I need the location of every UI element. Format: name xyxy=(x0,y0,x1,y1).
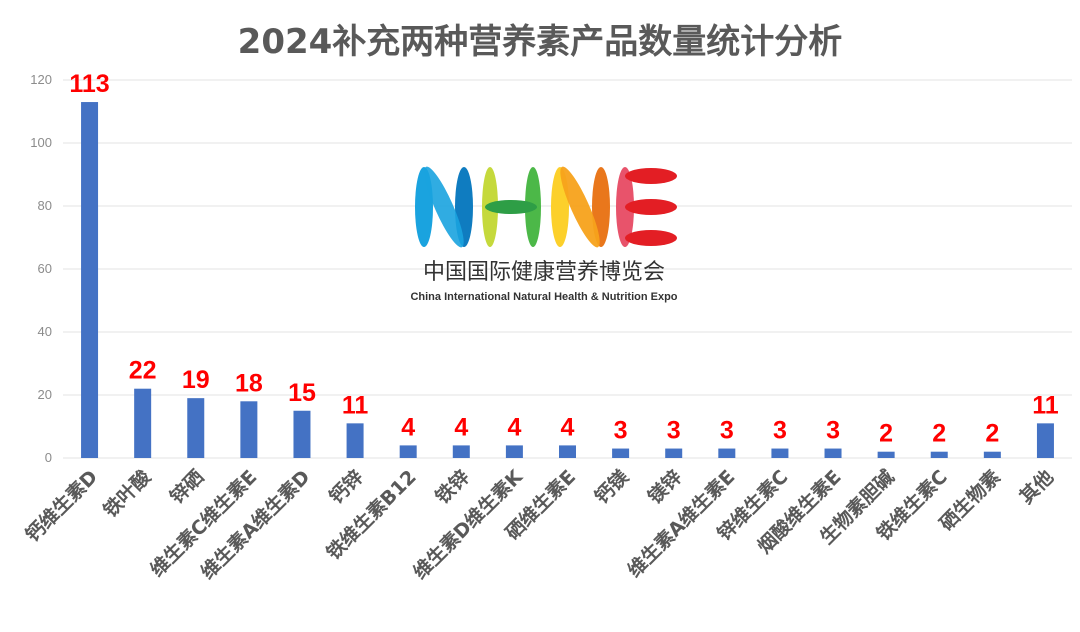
data-label: 22 xyxy=(129,357,157,385)
data-label: 11 xyxy=(342,391,369,419)
data-label: 3 xyxy=(773,417,787,445)
bar xyxy=(505,445,523,458)
bar xyxy=(877,451,895,458)
data-label: 4 xyxy=(454,413,468,441)
chart-title: 2024补充两种营养素产品数量统计分析 xyxy=(237,22,843,62)
y-tick-label: 60 xyxy=(38,261,52,276)
x-tick-label: 钙维生素D xyxy=(21,465,102,546)
bar xyxy=(718,448,736,458)
bar xyxy=(240,401,258,458)
bar xyxy=(665,448,683,458)
bar xyxy=(293,410,311,458)
bar xyxy=(771,448,789,458)
x-tick-label: 铁叶酸 xyxy=(99,465,156,522)
x-tick-label: 锌硒 xyxy=(165,465,208,508)
logo-letter-h xyxy=(482,167,541,247)
data-label: 3 xyxy=(720,417,734,445)
data-label: 2 xyxy=(879,420,893,448)
data-label: 3 xyxy=(826,417,840,445)
data-label: 11 xyxy=(1032,391,1059,419)
data-label: 2 xyxy=(932,420,946,448)
logo-letter-n-1 xyxy=(415,166,473,248)
data-label: 4 xyxy=(561,413,575,441)
logo-letter-n-2 xyxy=(551,166,610,248)
bar xyxy=(1036,423,1054,458)
y-tick-label: 120 xyxy=(30,72,52,87)
bar xyxy=(824,448,842,458)
logo-chinese-name: 中国国际健康营养博览会 xyxy=(423,260,665,285)
logo-english-name: China International Natural Health & Nut… xyxy=(410,291,677,303)
data-label: 113 xyxy=(69,70,109,98)
nhne-logo: 中国国际健康营养博览会 China International Natural … xyxy=(410,166,678,303)
y-tick-label: 20 xyxy=(38,387,52,402)
data-label: 19 xyxy=(182,366,210,394)
y-axis: 0 20 40 60 80 100 120 xyxy=(30,72,52,465)
x-tick-label: 铁锌 xyxy=(431,465,474,508)
data-label: 2 xyxy=(985,420,999,448)
data-label: 4 xyxy=(507,413,521,441)
data-label: 4 xyxy=(401,413,415,441)
grid-lines xyxy=(63,79,1072,459)
bar xyxy=(983,451,1001,458)
bar xyxy=(399,445,417,458)
bar xyxy=(346,423,364,458)
bar xyxy=(452,445,470,458)
bar xyxy=(559,445,576,458)
x-tick-label: 其他 xyxy=(1015,465,1058,508)
data-label: 18 xyxy=(235,369,263,397)
bar xyxy=(187,398,205,458)
bars xyxy=(81,102,1054,459)
y-tick-label: 40 xyxy=(38,324,52,339)
data-label: 3 xyxy=(614,417,628,445)
y-tick-label: 0 xyxy=(45,450,52,465)
data-label: 3 xyxy=(667,417,681,445)
bar xyxy=(930,451,948,458)
logo-letter-e xyxy=(616,167,677,247)
y-tick-label: 80 xyxy=(38,198,52,213)
bar xyxy=(81,102,99,459)
bar xyxy=(134,388,152,458)
y-tick-label: 100 xyxy=(30,135,52,150)
x-tick-label: 镁锌 xyxy=(643,465,686,508)
x-tick-label: 钙镁 xyxy=(590,465,633,508)
bar xyxy=(612,448,630,458)
data-label: 15 xyxy=(288,379,316,407)
x-tick-label: 钙锌 xyxy=(324,465,367,508)
